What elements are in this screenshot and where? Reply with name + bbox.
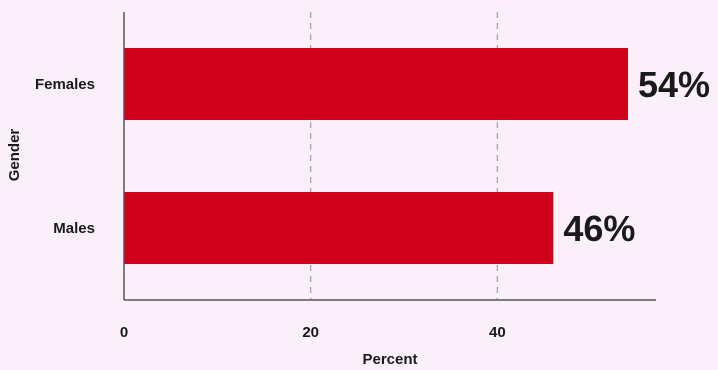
x-tick-label-40: 40 <box>489 324 506 341</box>
labels: 0 20 40 Females Males 54% 46% <box>35 64 710 341</box>
x-tick-label-0: 0 <box>120 324 128 341</box>
x-tick-label-20: 20 <box>302 324 319 341</box>
bar-males <box>124 192 554 264</box>
y-tick-label-males: Males <box>53 220 95 237</box>
data-label-females: 54% <box>638 64 710 105</box>
bar-females <box>124 48 628 120</box>
y-tick-label-females: Females <box>35 76 95 93</box>
axes <box>123 12 656 301</box>
y-axis-title: Gender <box>6 129 23 182</box>
bars <box>124 48 628 264</box>
data-label-males: 46% <box>563 208 635 249</box>
x-axis-title: Percent <box>362 351 417 368</box>
